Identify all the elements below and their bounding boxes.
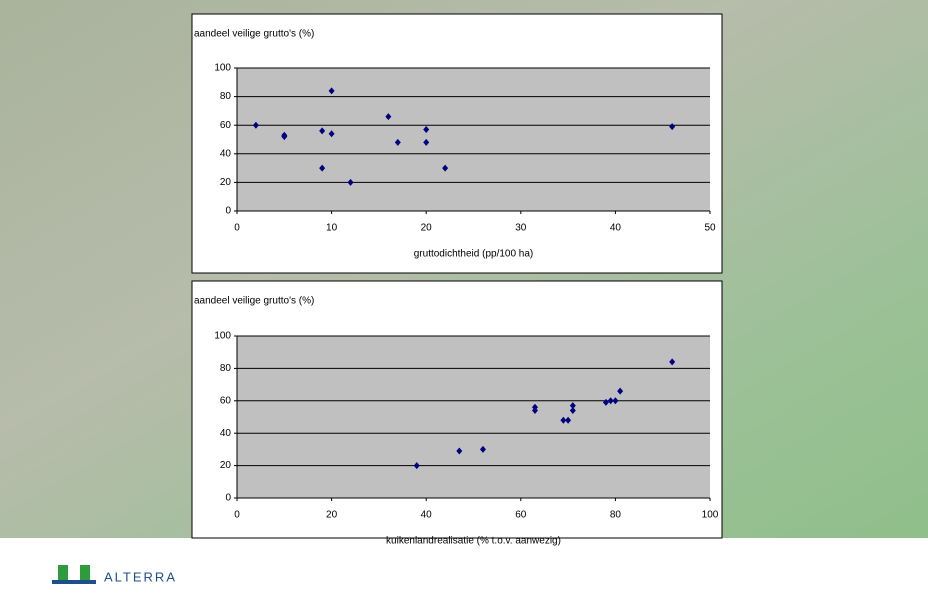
y-axis-title: aandeel veilige grutto's (%) (194, 296, 314, 307)
slide: ALTERRA aandeel veilige grutto's (%) grut… (0, 0, 928, 598)
y-tick-label: 40 (220, 148, 232, 159)
x-tick-label: 20 (421, 223, 433, 234)
logo-text: ALTERRA (104, 569, 177, 584)
x-tick-label: 30 (515, 223, 527, 234)
y-tick-label: 20 (220, 460, 232, 471)
x-tick-label: 40 (610, 223, 622, 234)
plot-area (237, 336, 710, 498)
logo-mark (52, 580, 96, 584)
plot-area (237, 68, 710, 211)
x-axis-title: kuikenlandrealisatie (% t.o.v. aanwezig) (386, 536, 561, 547)
y-tick-label: 80 (220, 91, 232, 102)
y-tick-label: 40 (220, 428, 232, 439)
y-tick-label: 0 (225, 493, 231, 504)
chart: ALTERRA aandeel veilige grutto's (%) grut… (0, 0, 928, 598)
y-tick-label: 60 (220, 120, 232, 131)
y-tick-label: 60 (220, 395, 232, 406)
y-tick-label: 20 (220, 177, 232, 188)
y-tick-label: 100 (214, 331, 231, 342)
y-tick-label: 80 (220, 363, 232, 374)
y-axis-title: aandeel veilige grutto's (%) (194, 29, 314, 40)
x-tick-label: 100 (702, 510, 719, 521)
x-tick-label: 60 (515, 510, 527, 521)
x-tick-label: 80 (610, 510, 622, 521)
x-tick-label: 0 (234, 223, 240, 234)
x-tick-label: 10 (326, 223, 338, 234)
x-tick-label: 50 (704, 223, 716, 234)
x-tick-label: 20 (326, 510, 338, 521)
x-axis-title: gruttodichtheid (pp/100 ha) (414, 249, 534, 260)
x-tick-label: 40 (421, 510, 433, 521)
footer (0, 538, 928, 598)
y-tick-label: 0 (225, 206, 231, 217)
y-tick-label: 100 (214, 63, 231, 74)
x-tick-label: 0 (234, 510, 240, 521)
